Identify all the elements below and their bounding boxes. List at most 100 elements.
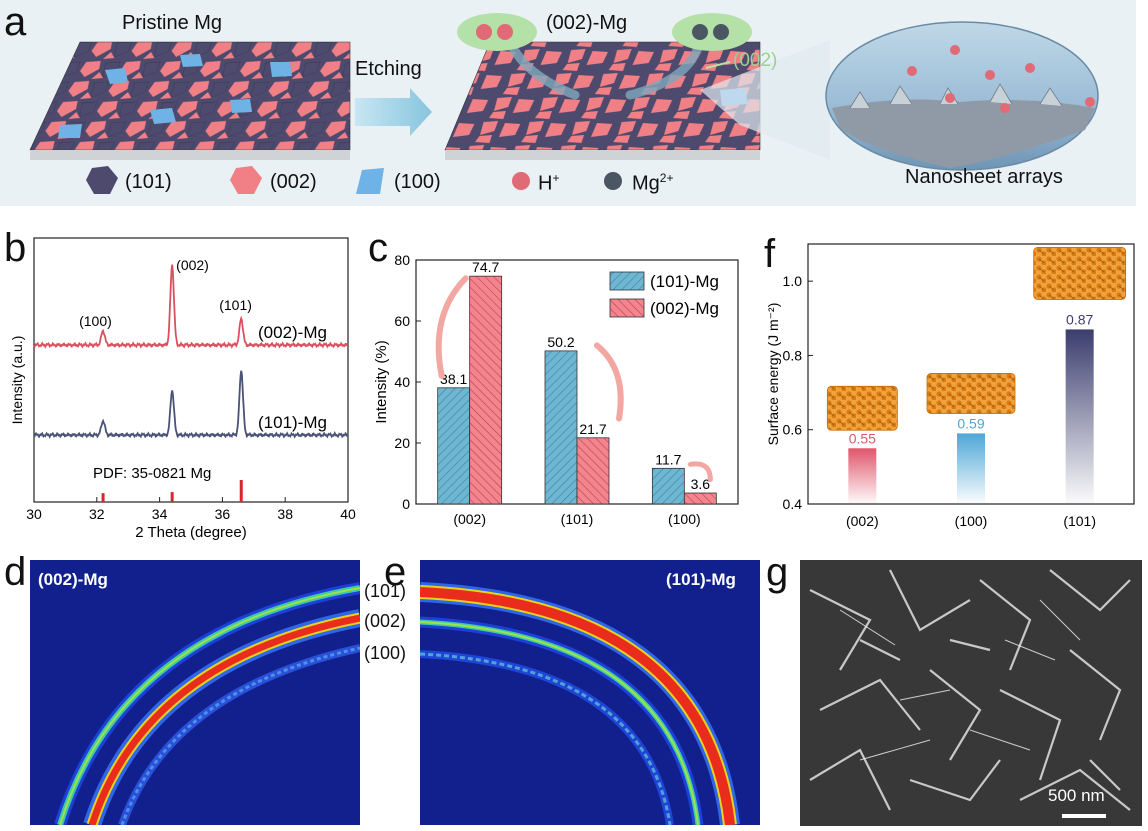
panel-e-label: e (384, 550, 407, 594)
y-axis-label: Surface energy (J m⁻²) (765, 303, 781, 446)
x-tick-label: 34 (152, 506, 168, 522)
panel-e-title: (101)-Mg (666, 570, 736, 589)
legend-h-text: H (538, 172, 553, 195)
legend-swatch (609, 298, 645, 318)
peak-label-101: (101) (219, 297, 252, 313)
legend-002-label: (002) (270, 171, 317, 193)
legend-002-pentagon-icon (230, 166, 262, 194)
legend-101-label: (101) (125, 171, 172, 193)
bar-value-label: 3.6 (691, 476, 711, 492)
panel-a-label: a (4, 0, 27, 44)
legend-100-quad-icon (356, 168, 384, 194)
series-line-0 (33, 264, 349, 349)
x-tick-label: (002) (846, 513, 879, 529)
panel-b-label: b (4, 226, 27, 270)
x-tick-label: 38 (277, 506, 293, 522)
y-tick-label: 0.4 (783, 496, 803, 512)
y-tick-label: 40 (394, 374, 410, 390)
pristine-mg-label: Pristine Mg (122, 12, 223, 34)
y-tick-label: 1.0 (783, 273, 803, 289)
panel-f-label: f (764, 232, 776, 276)
etching-schematic (29, 13, 1099, 194)
trend-arrow-down (594, 342, 624, 422)
bar (544, 350, 578, 505)
y-tick-label: 20 (394, 435, 410, 451)
etching-arrow (355, 88, 432, 136)
bar (437, 387, 471, 505)
legend-swatch (609, 271, 645, 291)
legend-h-sphere-icon (512, 172, 530, 190)
legend-label: (002)-Mg (650, 299, 719, 318)
etched-mg-label: (002)-Mg (546, 12, 628, 34)
bar (1065, 329, 1094, 504)
x-tick-label: (002) (453, 511, 486, 527)
bar-value-label: 0.59 (957, 415, 984, 431)
bar-value-label: 50.2 (547, 334, 574, 350)
ring-label-101: (101) (364, 581, 407, 601)
facet-002-callout: (002) (733, 50, 778, 71)
legend-100-label: (100) (394, 171, 441, 193)
x-tick-label: (101) (561, 511, 594, 527)
trend-arrow-small (687, 461, 713, 483)
intensity-bar-chart: 0 20 40 60 80 Intensity (%) (002) 38.1 74.7 (101)… (373, 252, 739, 527)
bar-value-label: 0.87 (1066, 311, 1093, 327)
diffraction-image-002: (002)-Mg (30, 560, 360, 825)
y-axis-label: Intensity (a.u.) (9, 336, 25, 425)
diffraction-image-101: (101)-Mg (420, 560, 760, 825)
legend-h-label: H+ (538, 171, 559, 196)
crystal-structure-icon (1033, 247, 1127, 300)
legend-mg-sphere-icon (604, 172, 622, 190)
peak-label-100: (100) (79, 313, 112, 329)
scale-bar (1062, 814, 1106, 818)
bar (576, 437, 610, 505)
legend-h-sup: + (552, 171, 560, 185)
y-tick-label: 0 (402, 496, 410, 512)
legend-label: (101)-Mg (650, 272, 719, 291)
schematic-panel: Pristine Mg Etching (002)-Mg (002) Nanos… (0, 0, 1136, 206)
y-tick-label: 0.8 (783, 347, 803, 363)
plot-frame (33, 237, 349, 503)
nanosheet-arrays-label: Nanosheet arrays (905, 166, 1063, 188)
y-axis-label: Intensity (%) (373, 340, 390, 423)
panel-c-label: c (368, 226, 388, 270)
x-tick-label: 40 (340, 506, 356, 522)
x-axis-label: 2 Theta (degree) (135, 524, 246, 541)
legend-101-pentagon-icon (86, 166, 118, 194)
crystal-structure-icon (926, 373, 1016, 414)
bar (651, 467, 685, 505)
panel-d-title: (002)-Mg (38, 570, 108, 589)
y-tick-label: 0.6 (783, 422, 803, 438)
bar (848, 448, 877, 504)
sem-image: 500 nm (800, 560, 1142, 826)
x-tick-label: (100) (668, 511, 701, 527)
series-line-1 (33, 370, 349, 439)
etching-label: Etching (355, 58, 422, 80)
bar-value-label: 0.55 (849, 430, 876, 446)
pdf-label: PDF: 35-0821 Mg (93, 465, 211, 482)
series-label-002-mg: (002)-Mg (258, 323, 327, 342)
xrd-chart: 30 32 34 36 38 40 2 Theta (degree) Intensity (a… (9, 237, 356, 541)
bar (957, 433, 985, 504)
trend-arrow-up (435, 275, 469, 379)
x-tick-label: 32 (89, 506, 105, 522)
y-tick-label: 80 (394, 252, 410, 268)
x-tick-label: (100) (955, 513, 988, 529)
x-tick-label: (101) (1063, 513, 1096, 529)
legend-mg-label: Mg2+ (632, 171, 673, 196)
peak-label-002: (002) (176, 257, 209, 273)
series-label-101-mg: (101)-Mg (258, 413, 327, 432)
bar (469, 275, 503, 505)
panel-g-label: g (766, 550, 789, 594)
x-tick-label: 36 (215, 506, 231, 522)
legend-mg-text: Mg (632, 172, 660, 195)
legend-mg-sup: 2+ (659, 171, 674, 185)
x-tick-label: 30 (26, 506, 42, 522)
crystal-structure-icon (826, 385, 898, 431)
bar-value-label: 11.7 (655, 451, 681, 467)
bar-value-label: 21.7 (579, 421, 606, 437)
y-tick-label: 60 (394, 313, 410, 329)
ring-label-002: (002) (364, 611, 407, 631)
bar-value-label: 74.7 (472, 259, 499, 275)
panel-d-label: d (4, 550, 27, 594)
